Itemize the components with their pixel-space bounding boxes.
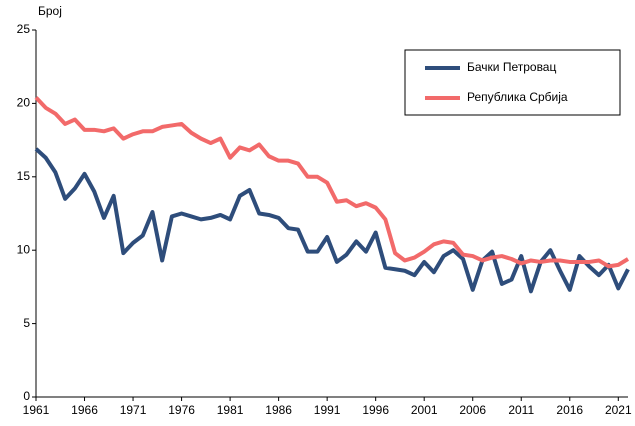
x-tick-label: 2011 [508,403,534,417]
x-tick-label: 1966 [71,403,98,417]
x-tick-label: 1971 [120,403,147,417]
legend-box [404,49,621,116]
y-axis-label: Број [38,4,62,18]
series-line [34,147,630,294]
x-tick-label: 1961 [23,403,50,417]
x-tick-label: 2016 [556,403,583,417]
legend-label: Република Србија [467,90,568,104]
x-tick-label: 1986 [265,403,292,417]
y-tick-label: 15 [17,169,31,183]
y-tick-label: 20 [17,96,31,110]
x-tick-label: 1981 [217,403,244,417]
x-tick-label: 1976 [168,403,195,417]
x-tick-label: 1991 [314,403,341,417]
series-line [34,96,630,269]
legend-label: Бачки Петровац [467,60,556,74]
x-tick-label: 1996 [362,403,389,417]
x-tick-label: 2006 [459,403,486,417]
x-tick-label: 2021 [605,403,632,417]
y-tick-label: 5 [23,316,30,330]
y-tick-label: 25 [17,22,31,36]
y-tick-label: 0 [23,389,30,403]
x-tick-label: 2001 [411,403,438,417]
y-tick-label: 10 [17,242,31,256]
